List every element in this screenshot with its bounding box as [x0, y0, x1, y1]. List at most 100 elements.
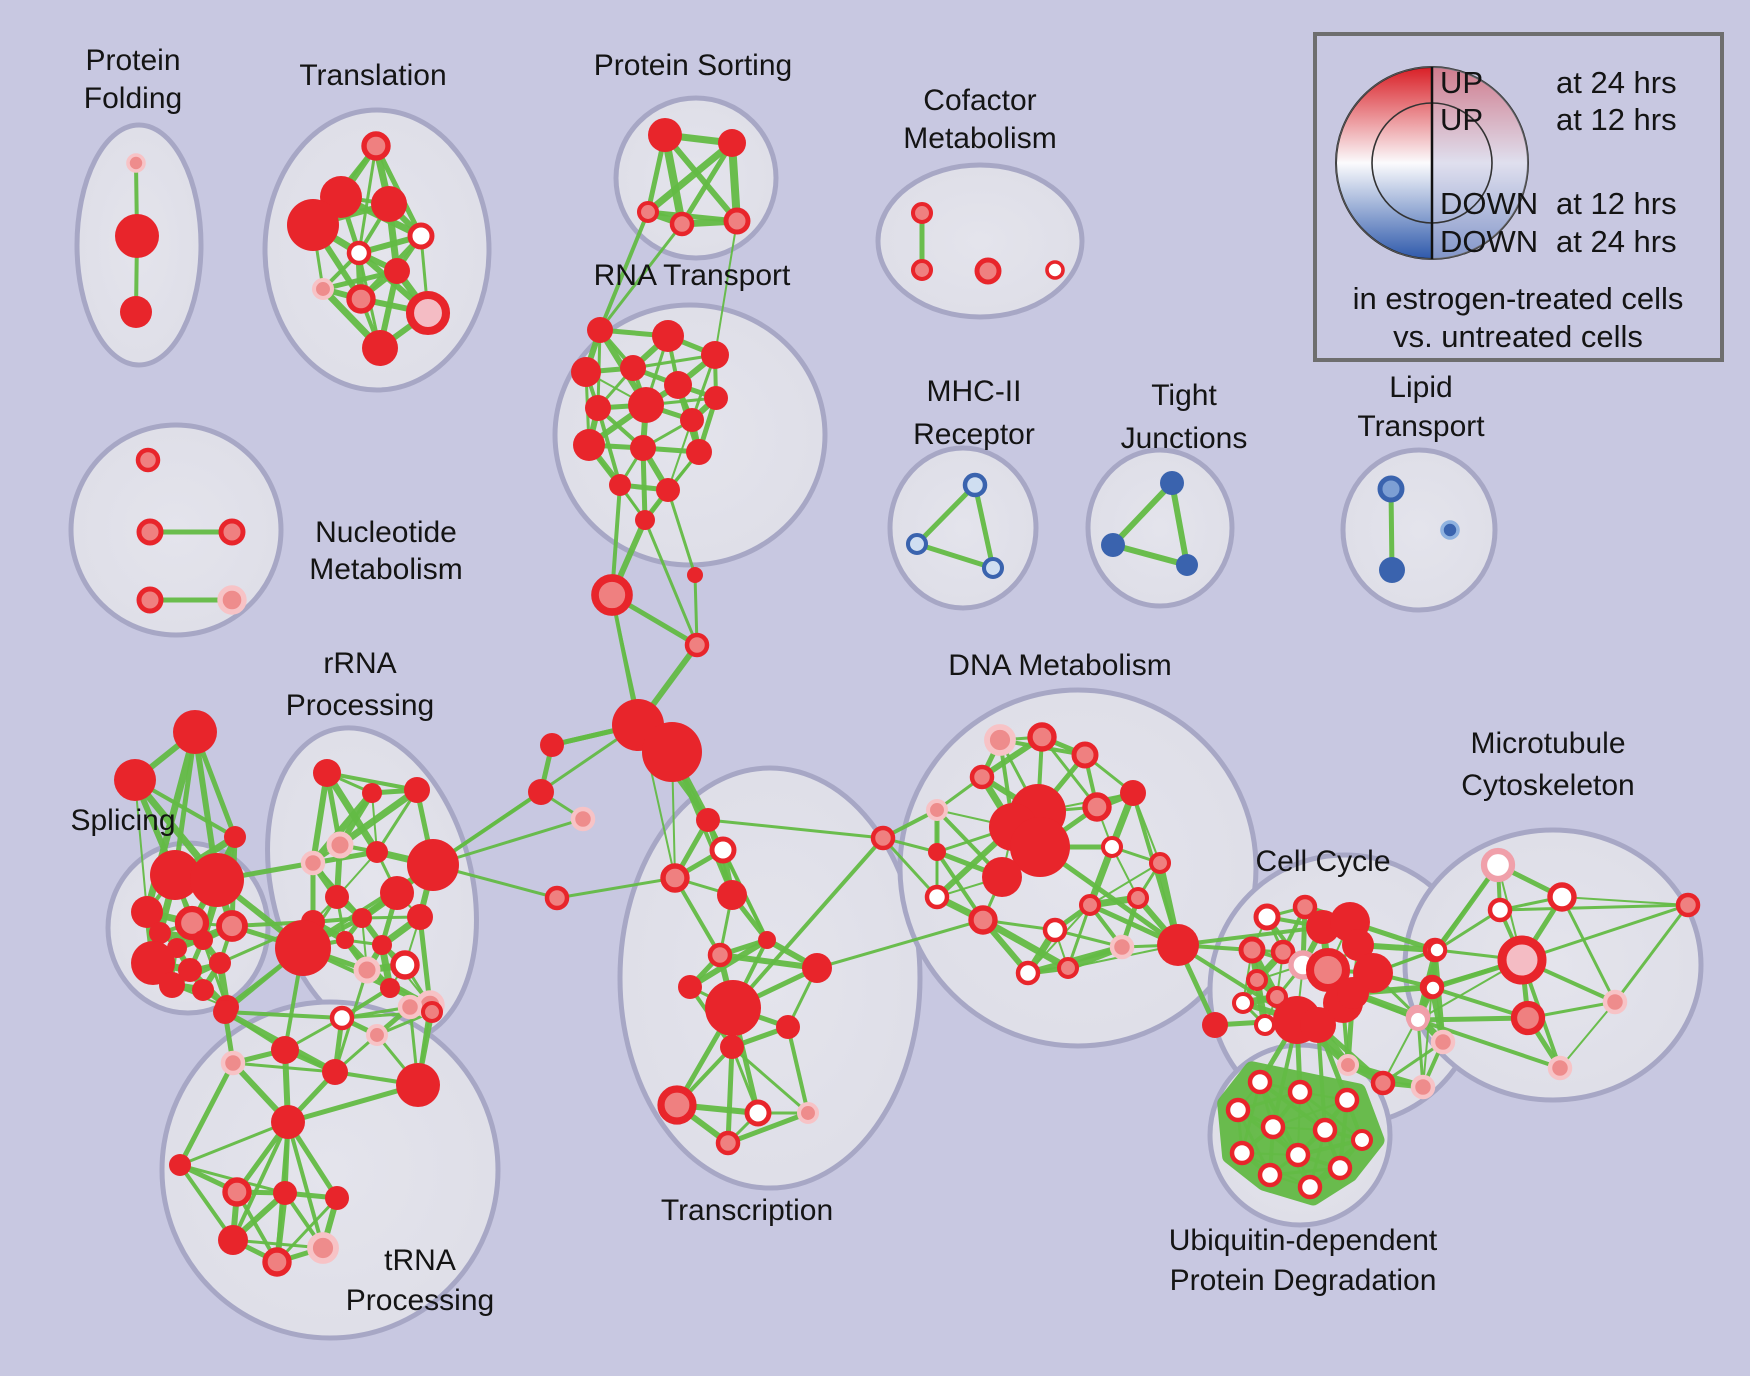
gene-node-protein_sorting	[723, 207, 751, 235]
cluster-label-rna_transport: RNA Transport	[594, 259, 791, 292]
gene-node-rna_transport	[628, 387, 664, 423]
gene-node-splicing	[173, 710, 217, 754]
edge	[972, 482, 996, 571]
edge	[1272, 1099, 1348, 1128]
edge	[1560, 895, 1617, 1004]
edge	[725, 1044, 735, 1146]
gene-node-transcription	[678, 975, 702, 999]
gene-node-trna_processing	[273, 1181, 297, 1205]
gene-node-rna_transport	[635, 510, 655, 530]
gene-node-dna_metabolism	[1082, 792, 1112, 822]
edge	[1258, 1080, 1327, 1132]
gene-node-trna_processing	[322, 1059, 348, 1085]
cluster-label-tight_junctions: Junctions	[1121, 422, 1248, 455]
legend-direction-label: UP	[1440, 102, 1483, 137]
legend-fade-half	[1432, 67, 1528, 259]
cluster-label-mhc_ii_receptor: Receptor	[913, 418, 1035, 451]
edge	[1176, 925, 1325, 947]
gene-node-bridges	[591, 574, 633, 616]
gene-node-transcription	[776, 1015, 800, 1039]
cluster-ellipse-transcription	[617, 765, 923, 1191]
gene-node-dna_metabolism	[1042, 917, 1068, 943]
gene-node-protein_sorting	[718, 129, 746, 157]
gene-node-cell_cycle	[1245, 968, 1269, 992]
gene-node-trna_processing	[420, 1000, 444, 1024]
cluster-label-nucleotide_metabolism: Metabolism	[309, 553, 462, 586]
gene-node-translation	[346, 284, 376, 314]
gene-node-cell_cycle	[1300, 1007, 1336, 1043]
legend-time-label: at 12 hrs	[1556, 186, 1677, 221]
gene-node-tight_junctions	[1101, 533, 1125, 557]
legend-direction-label: DOWN	[1440, 186, 1538, 221]
edge	[177, 1060, 236, 1168]
gene-node-trna_processing	[329, 1005, 355, 1031]
gene-node-transcription	[796, 1101, 820, 1125]
gene-node-cell_cycle	[1238, 936, 1266, 964]
gene-node-translation	[361, 131, 391, 161]
gene-node-rrna_processing	[407, 904, 433, 930]
edge	[1415, 1015, 1531, 1023]
gene-node-trna_processing	[218, 1225, 248, 1255]
edge	[714, 220, 738, 356]
edge	[417, 914, 433, 1008]
gene-node-rna_transport	[652, 320, 684, 352]
edge	[1298, 1090, 1364, 1142]
cluster-label-cofactor_metabolism: Metabolism	[903, 122, 1056, 155]
gene-node-rrna_processing	[300, 850, 326, 876]
gene-node-splicing	[193, 930, 213, 950]
cluster-label-translation: Translation	[299, 59, 446, 92]
gene-node-rna_transport	[686, 439, 712, 465]
gene-node-rna_transport	[630, 435, 656, 461]
gene-node-trna_processing	[307, 1232, 339, 1264]
gene-node-microtubule_cytoskeleton	[1510, 1000, 1546, 1036]
gene-node-nucleotide_metabolism	[218, 518, 246, 546]
gene-node-rna_transport	[704, 386, 728, 410]
gene-node-rrna_processing	[313, 759, 341, 787]
edge	[1613, 903, 1690, 1004]
gene-node-mhc_ii_receptor	[962, 472, 988, 498]
gene-node-cell_cycle	[1270, 939, 1296, 965]
gene-node-microtubule_cytoskeleton	[1547, 1055, 1573, 1081]
legend-time-label: at 12 hrs	[1556, 102, 1677, 137]
gene-node-nucleotide_metabolism	[135, 447, 161, 473]
gene-node-cell_cycle	[1292, 894, 1318, 920]
gene-node-dna_metabolism	[1010, 817, 1070, 877]
gene-node-splicing	[159, 972, 185, 998]
cluster-label-lipid_transport: Lipid	[1389, 371, 1452, 404]
gene-node-protein_folding	[126, 153, 146, 173]
gene-node-rrna_processing	[275, 920, 331, 976]
gene-node-cell_cycle	[1336, 1053, 1360, 1077]
cluster-label-rrna_processing: rRNA	[323, 647, 396, 680]
gene-node-transcription	[720, 1035, 744, 1059]
gene-node-dna_metabolism	[1157, 924, 1199, 966]
gene-node-rrna_processing	[353, 956, 381, 984]
gene-node-rrna_processing	[366, 841, 388, 863]
gene-node-cell_cycle	[1253, 1013, 1277, 1037]
gene-node-transcription	[696, 808, 720, 832]
legend-direction-label: UP	[1440, 65, 1483, 100]
gene-node-ubiquitin_degradation	[1334, 1087, 1360, 1113]
edge	[644, 139, 736, 216]
gene-node-ubiquitin_degradation	[1225, 1097, 1251, 1123]
gene-node-cell_cycle	[1337, 977, 1369, 1009]
gene-node-nucleotide_metabolism	[217, 585, 247, 615]
cluster-label-tight_junctions: Tight	[1151, 379, 1217, 412]
edge	[1089, 862, 1161, 906]
gene-node-trna_processing	[271, 1036, 299, 1064]
gene-node-translation	[371, 186, 407, 222]
gene-node-bridges	[528, 779, 554, 805]
gene-node-cell_cycle	[1231, 991, 1255, 1015]
gene-node-dna_metabolism	[1071, 741, 1099, 769]
gene-node-rna_transport	[587, 317, 613, 343]
gene-node-transcription	[715, 1130, 741, 1156]
gene-node-dna_metabolism	[1056, 956, 1080, 980]
gene-node-cell_cycle	[1342, 929, 1374, 961]
edge	[286, 1120, 325, 1250]
gene-node-translation	[362, 330, 398, 366]
gene-node-microtubule_cytoskeleton	[1497, 935, 1547, 985]
gene-node-lipid_transport	[1377, 475, 1405, 503]
gene-node-rna_transport	[701, 341, 729, 369]
gene-node-rrna_processing	[362, 783, 382, 803]
gene-node-bridges	[570, 806, 596, 832]
gene-node-trna_processing	[262, 1247, 292, 1277]
